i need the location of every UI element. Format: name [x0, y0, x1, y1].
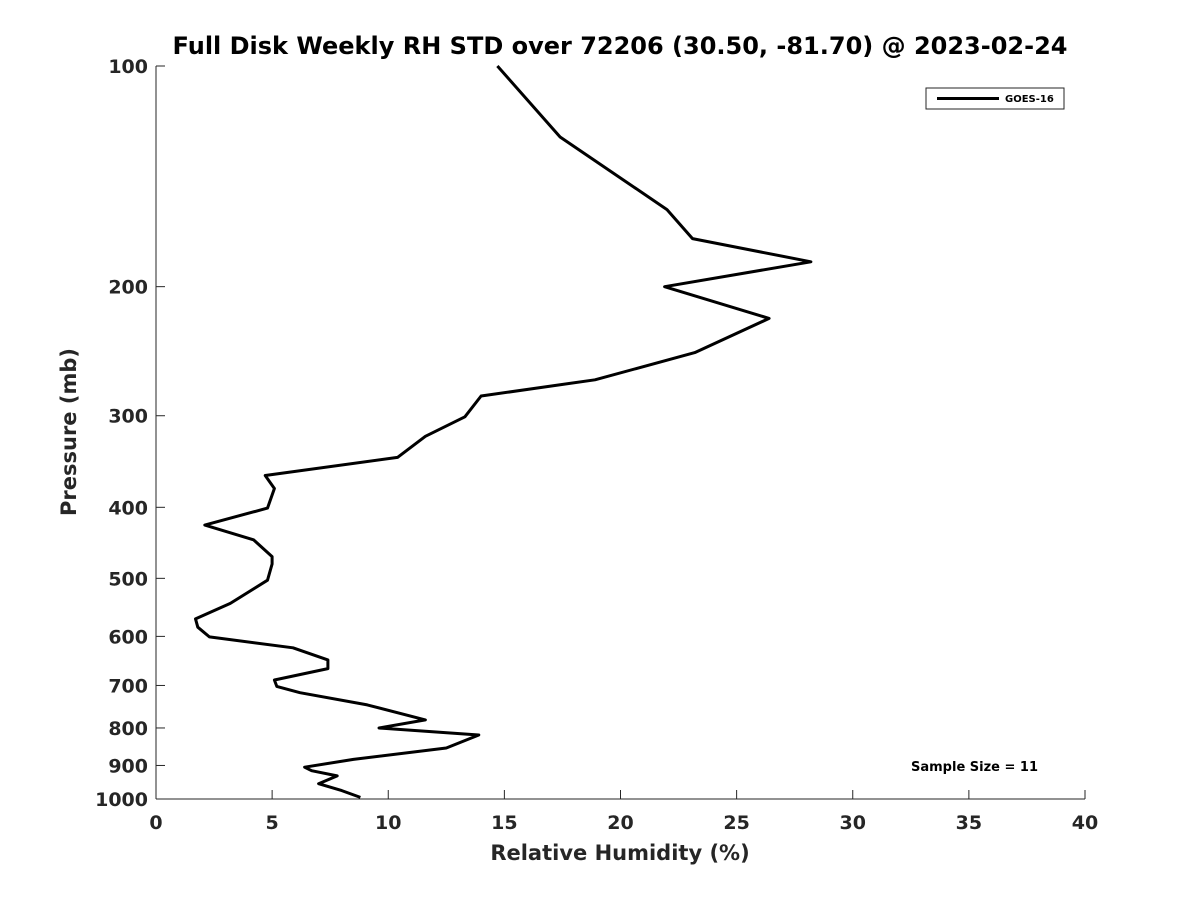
series-group [194, 65, 813, 799]
y-tick-label: 400 [108, 497, 148, 519]
y-axis-label: Pressure (mb) [57, 348, 81, 516]
x-tick-label: 5 [266, 812, 279, 834]
series-line-goes-16 [194, 65, 813, 799]
y-tick-label: 600 [108, 626, 148, 648]
y-tick-label: 300 [108, 406, 148, 428]
y-tick-label: 200 [108, 277, 148, 299]
y-tick-label: 100 [108, 56, 148, 78]
x-tick-label: 20 [607, 812, 633, 834]
x-axis-label: Relative Humidity (%) [490, 841, 749, 865]
y-tick-label: 800 [108, 718, 148, 740]
y-tick-label: 1000 [95, 789, 148, 811]
y-tick-label: 900 [108, 755, 148, 777]
legend-label-goes-16: GOES-16 [1005, 94, 1054, 105]
x-tick-label: 40 [1072, 812, 1098, 834]
x-tick-label: 0 [149, 812, 162, 834]
legend: GOES-16 [925, 87, 1065, 110]
x-tick-label: 10 [375, 812, 401, 834]
chart-title: Full Disk Weekly RH STD over 72206 (30.5… [173, 32, 1068, 60]
sample-size-annotation: Sample Size = 11 [911, 760, 1038, 775]
y-tick-label: 500 [108, 568, 148, 590]
x-tick-label: 15 [491, 812, 517, 834]
x-tick-label: 35 [956, 812, 982, 834]
x-tick-label: 25 [723, 812, 749, 834]
y-tick-label: 700 [108, 675, 148, 697]
y-axis-ticks: 100 200 300 400 500 600 700 800 900 1000 [95, 56, 165, 811]
x-axis-ticks: 0 5 10 15 20 25 30 35 40 [149, 790, 1098, 834]
x-tick-label: 30 [840, 812, 866, 834]
